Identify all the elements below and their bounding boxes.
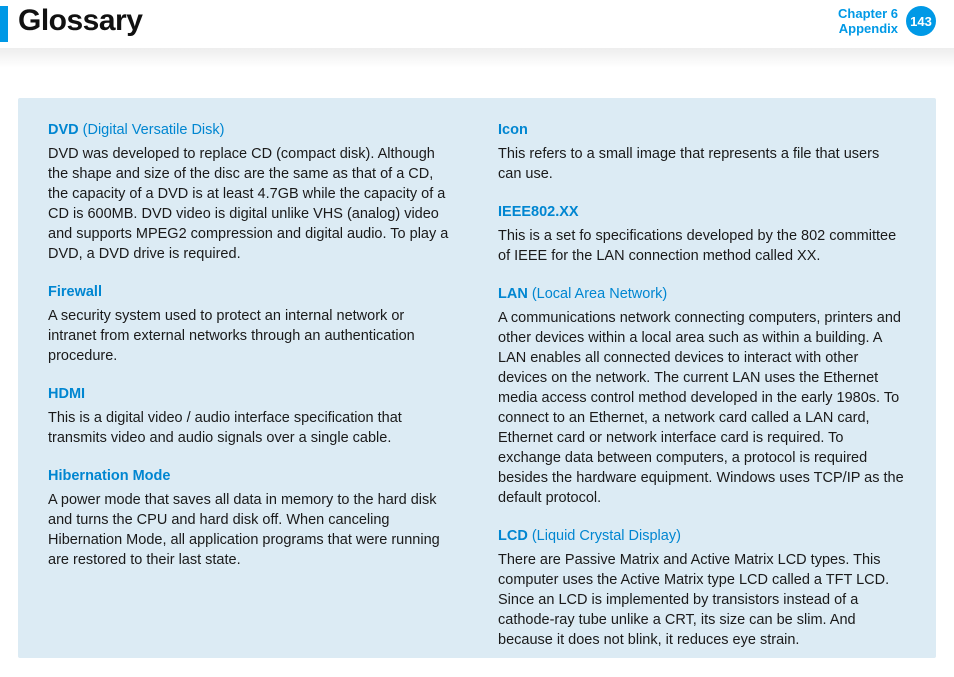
term-heading: DVD (Digital Versatile Disk) <box>48 120 456 140</box>
term-heading: LAN (Local Area Network) <box>498 284 906 304</box>
page-header: Glossary Chapter 6 Appendix 143 <box>0 0 954 48</box>
term-heading: Firewall <box>48 282 456 302</box>
term-heading: Icon <box>498 120 906 140</box>
term: Hibernation Mode <box>48 468 170 484</box>
glossary-entry: HDMI This is a digital video / audio int… <box>48 384 456 448</box>
term: Firewall <box>48 284 102 300</box>
term-definition: A security system used to protect an int… <box>48 308 415 364</box>
chapter-label: Chapter 6 Appendix <box>838 6 898 36</box>
term: LCD <box>498 528 528 544</box>
header-right: Chapter 6 Appendix 143 <box>838 6 936 36</box>
term-definition: This is a set fo specifications develope… <box>498 228 896 264</box>
right-column: Icon This refers to a small image that r… <box>498 120 906 634</box>
chapter-line-1: Chapter 6 <box>838 6 898 21</box>
term: DVD <box>48 122 79 138</box>
page-title: Glossary <box>18 4 142 38</box>
term-heading: Hibernation Mode <box>48 466 456 486</box>
term-definition: This refers to a small image that repres… <box>498 146 879 182</box>
glossary-entry: LCD (Liquid Crystal Display) There are P… <box>498 526 906 650</box>
term-definition: DVD was developed to replace CD (compact… <box>48 146 448 262</box>
term: HDMI <box>48 386 85 402</box>
page-number-badge: 143 <box>906 6 936 36</box>
term-definition: There are Passive Matrix and Active Matr… <box>498 552 889 648</box>
term-sub: (Liquid Crystal Display) <box>528 528 681 544</box>
term: LAN <box>498 286 528 302</box>
accent-bar <box>0 6 8 42</box>
left-column: DVD (Digital Versatile Disk) DVD was dev… <box>48 120 456 634</box>
glossary-entry: Hibernation Mode A power mode that saves… <box>48 466 456 570</box>
chapter-line-2: Appendix <box>838 21 898 36</box>
glossary-entry: DVD (Digital Versatile Disk) DVD was dev… <box>48 120 456 264</box>
term-definition: A power mode that saves all data in memo… <box>48 492 440 568</box>
term-definition: This is a digital video / audio interfac… <box>48 410 402 446</box>
page: Glossary Chapter 6 Appendix 143 DVD (Dig… <box>0 0 954 677</box>
content-panel: DVD (Digital Versatile Disk) DVD was dev… <box>18 98 936 658</box>
term: IEEE802.XX <box>498 204 579 220</box>
term-sub: (Local Area Network) <box>528 286 667 302</box>
glossary-entry: LAN (Local Area Network) A communication… <box>498 284 906 508</box>
term-heading: HDMI <box>48 384 456 404</box>
term-sub: (Digital Versatile Disk) <box>79 122 225 138</box>
term: Icon <box>498 122 528 138</box>
header-shadow <box>0 48 954 70</box>
term-heading: IEEE802.XX <box>498 202 906 222</box>
glossary-entry: Firewall A security system used to prote… <box>48 282 456 366</box>
glossary-entry: IEEE802.XX This is a set fo specificatio… <box>498 202 906 266</box>
term-definition: A communications network connecting comp… <box>498 310 904 506</box>
term-heading: LCD (Liquid Crystal Display) <box>498 526 906 546</box>
glossary-entry: Icon This refers to a small image that r… <box>498 120 906 184</box>
